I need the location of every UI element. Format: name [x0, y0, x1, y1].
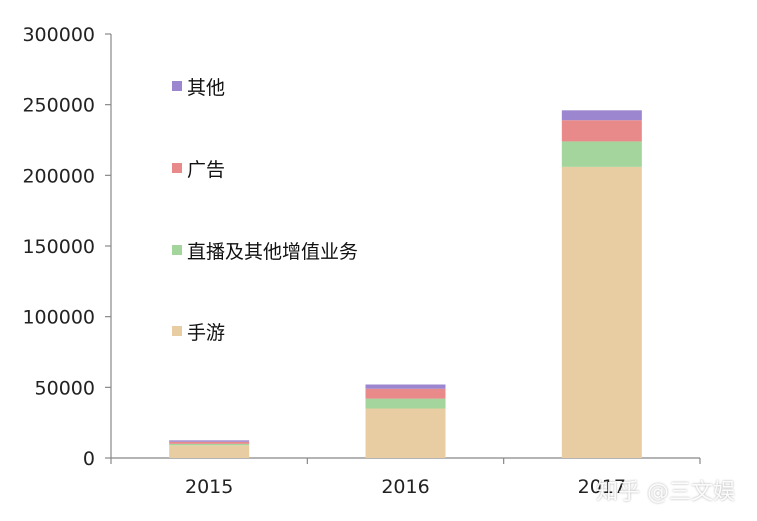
bar-segment [169, 445, 250, 458]
legend-label: 其他 [187, 77, 225, 99]
y-tick-label: 200000 [22, 165, 95, 187]
x-axis-ticks: 2015 2016 2017 [110, 458, 701, 498]
y-axis-ticks: 0 50000 100000 150000 200000 250000 300000 [22, 24, 111, 470]
legend-swatch [172, 326, 182, 336]
watermark: 知乎 @三文娱 [596, 480, 735, 505]
y-tick-label: 300000 [22, 24, 95, 46]
bar-segment [365, 388, 446, 399]
legend-swatch [172, 81, 182, 91]
x-tick-label: 2017 [578, 476, 626, 498]
x-tick-label: 2015 [185, 476, 233, 498]
legend-label: 手游 [187, 322, 225, 344]
legend-label: 广告 [187, 159, 225, 181]
legend-label: 直播及其他增值业务 [187, 241, 358, 263]
bar-segment [169, 440, 250, 442]
y-tick-label: 50000 [35, 377, 95, 399]
x-tick-label: 2016 [381, 476, 429, 498]
legend-swatch [172, 245, 182, 255]
legend-swatch [172, 163, 182, 173]
bar-segment [365, 408, 446, 458]
bars [169, 110, 642, 458]
y-tick-label: 0 [83, 448, 95, 470]
bar-segment [169, 441, 250, 444]
bar-segment [561, 166, 642, 458]
bar-segment [169, 443, 250, 446]
bar-segment [561, 120, 642, 142]
bar-segment [561, 141, 642, 167]
y-tick-label: 150000 [22, 236, 95, 258]
bar-segment [365, 398, 446, 409]
bar-segment [561, 110, 642, 121]
y-tick-label: 250000 [22, 95, 95, 117]
bar-segment [365, 384, 446, 389]
y-tick-label: 100000 [22, 307, 95, 329]
